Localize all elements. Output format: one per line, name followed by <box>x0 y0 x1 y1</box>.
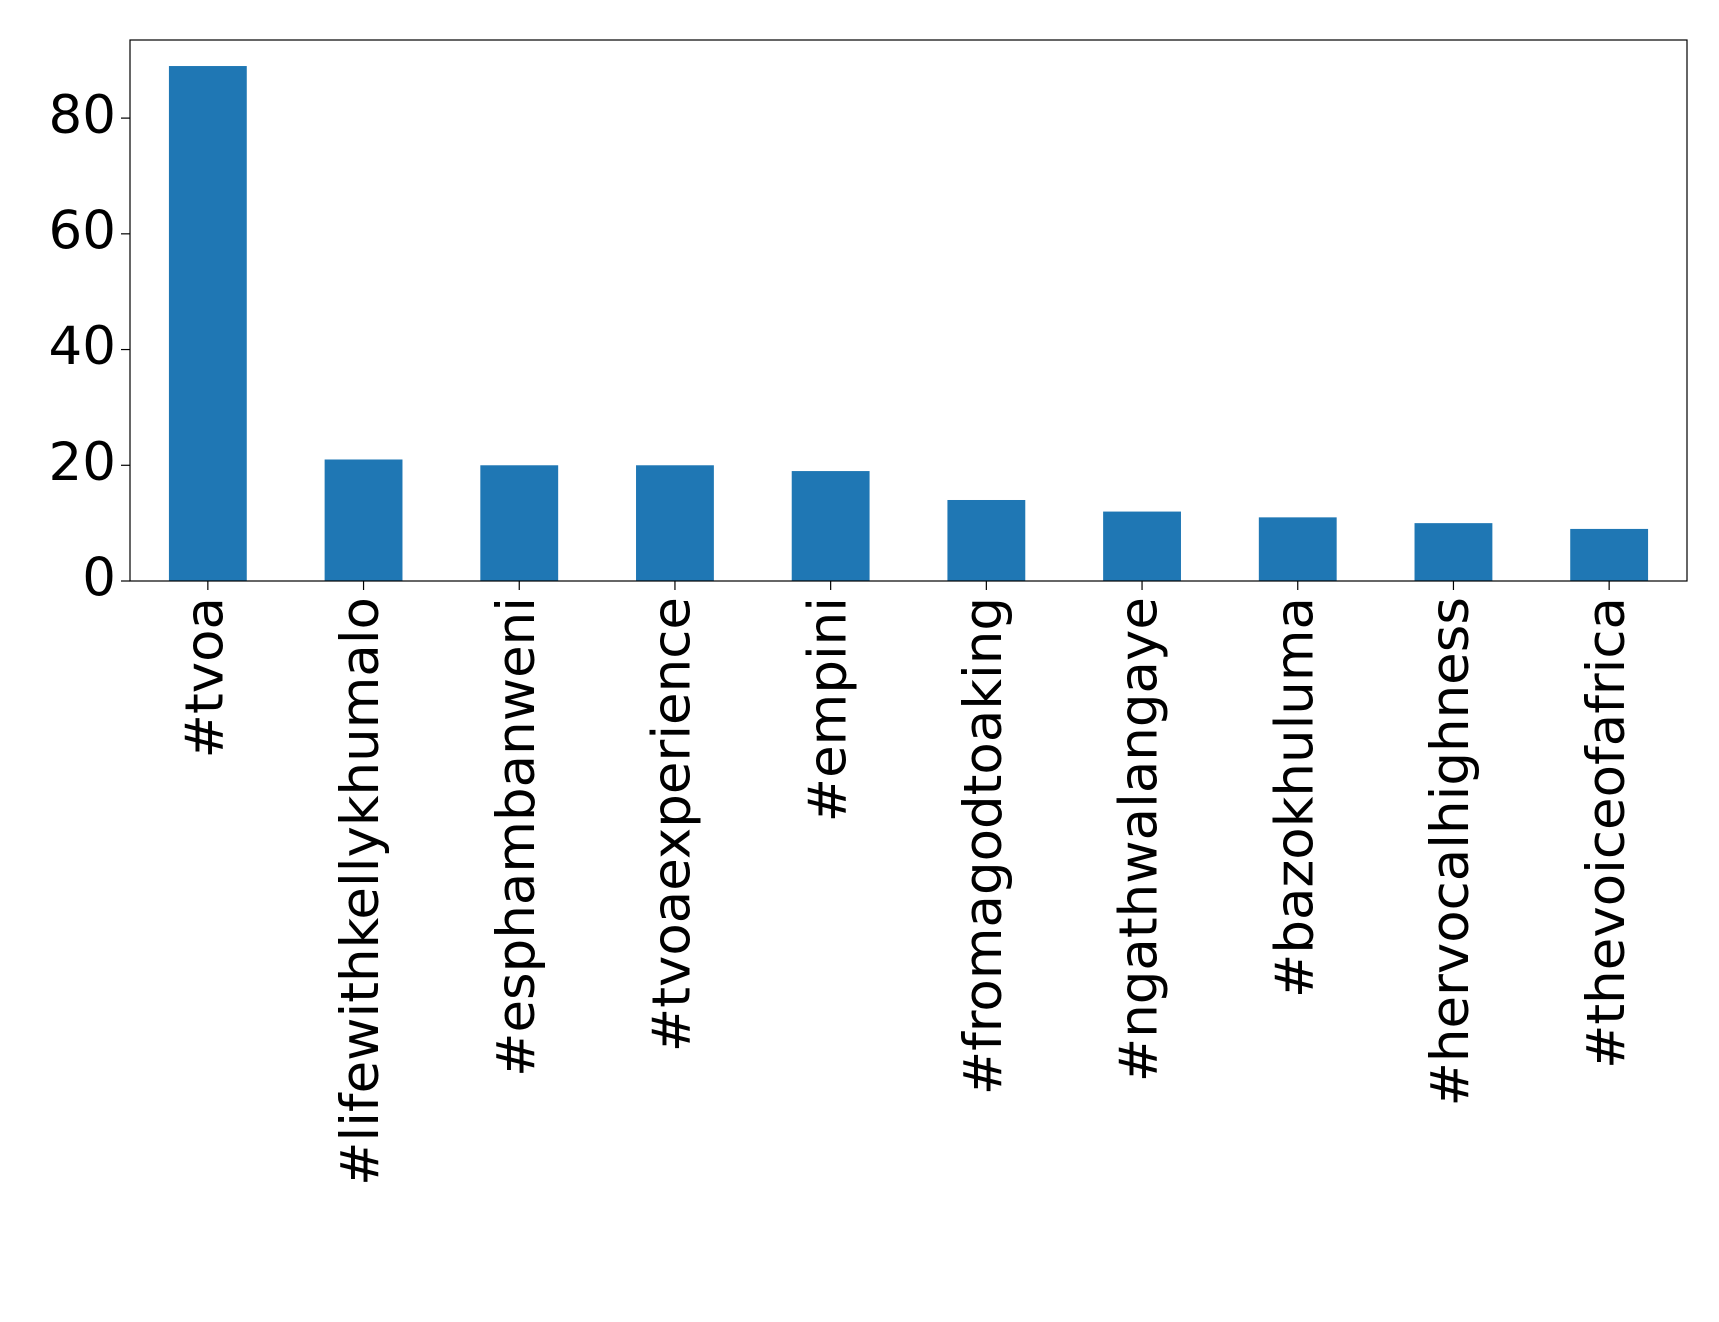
x-tick-label: #tvoa <box>174 597 235 758</box>
plot-frame <box>129 39 1688 582</box>
bar <box>791 471 870 581</box>
bar <box>1570 528 1649 581</box>
bar <box>1258 517 1337 581</box>
x-tick-label: #bazokhuluma <box>1264 597 1325 998</box>
y-tick-label: 0 <box>82 548 116 609</box>
y-tick-label: 60 <box>49 200 116 261</box>
y-tick-label: 40 <box>49 316 116 377</box>
bar <box>1414 523 1493 581</box>
bar <box>480 465 559 581</box>
bar <box>324 459 403 581</box>
x-tick-label: #empini <box>797 597 858 822</box>
x-tick-label: #esphambanweni <box>486 597 547 1077</box>
y-tick-label: 80 <box>49 85 116 146</box>
x-tick-label: #thevoiceofafrica <box>1576 597 1637 1069</box>
bar <box>636 465 714 581</box>
x-tick-label: #tvoaexperience <box>642 597 703 1052</box>
bar <box>947 499 1026 581</box>
x-tick-label: #fromagodtoaking <box>953 597 1014 1095</box>
bar <box>168 66 247 582</box>
bar <box>1103 511 1181 581</box>
x-tick-label: #lifewithkellykhumalo <box>330 597 391 1186</box>
x-tick-label: #hervocalhighness <box>1420 597 1481 1107</box>
x-tick-label: #ngathwalangaye <box>1109 597 1170 1082</box>
y-tick-label: 20 <box>49 432 116 493</box>
